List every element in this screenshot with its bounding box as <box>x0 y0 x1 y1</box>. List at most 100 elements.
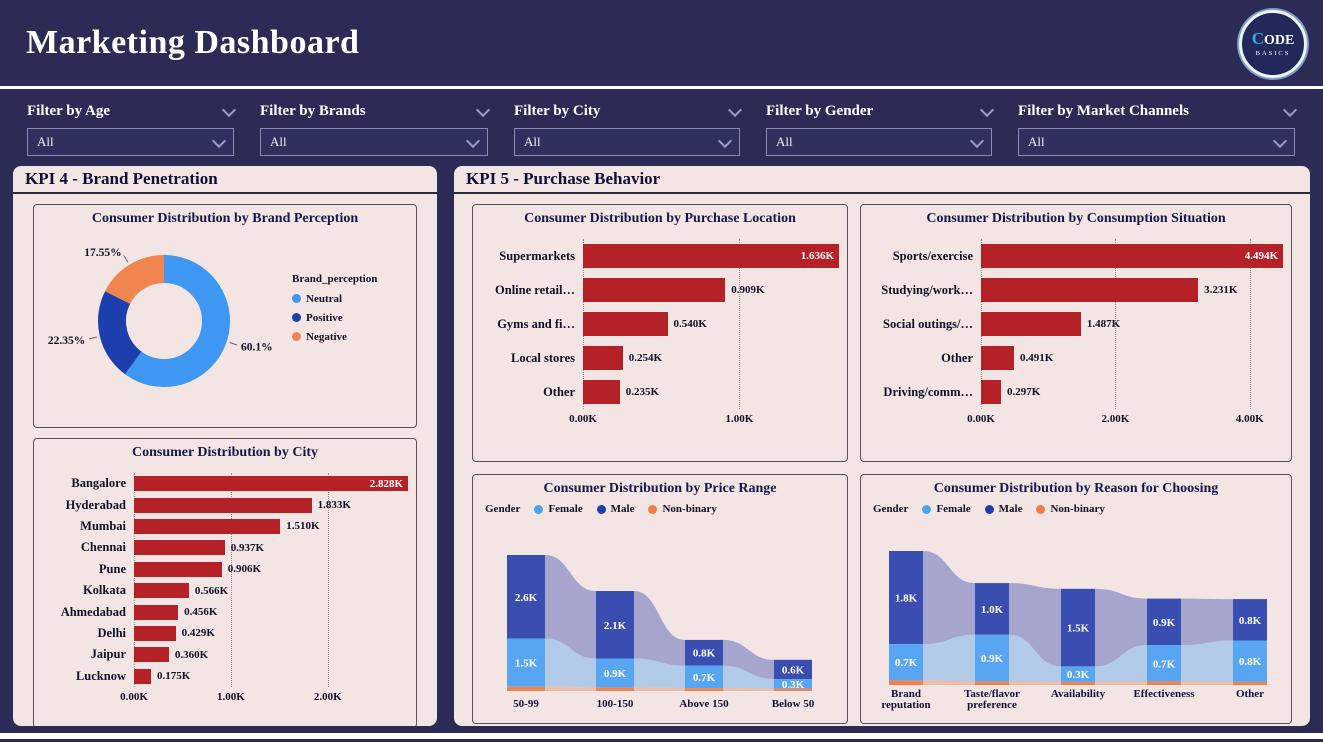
bar[interactable]: 0.491K <box>981 346 1053 370</box>
legend-item-female[interactable]: Female <box>922 503 971 515</box>
ribbon-segment-non-binary[interactable] <box>1233 681 1267 685</box>
donut-value-label: 17.55% <box>84 247 121 259</box>
chevron-down-icon[interactable] <box>727 102 743 117</box>
ribbon-segment-male[interactable] <box>774 659 812 680</box>
bar-value-label: 0.540K <box>673 318 707 330</box>
ribbon-segment-non-binary[interactable] <box>1061 681 1095 685</box>
bar[interactable]: 1.487K <box>981 312 1120 336</box>
legend-item-negative[interactable]: Negative <box>292 331 377 343</box>
bar[interactable]: 0.360K <box>134 647 208 663</box>
ribbon-segment-male[interactable] <box>975 583 1009 635</box>
bar[interactable]: 0.254K <box>583 346 662 370</box>
legend-title: Brand_perception <box>292 272 378 285</box>
ribbon-segment-female[interactable] <box>596 658 634 688</box>
ribbon-segment-non-binary[interactable] <box>596 687 634 692</box>
bar[interactable]: 0.297K <box>981 380 1040 404</box>
bar-value-label: 0.254K <box>628 352 663 364</box>
bar[interactable]: 0.566K <box>134 583 228 599</box>
ribbon-segment-non-binary[interactable] <box>507 686 545 691</box>
ribbon-band <box>923 551 975 645</box>
ribbon-segment-non-binary[interactable] <box>975 681 1009 685</box>
chevron-down-icon[interactable] <box>475 102 491 117</box>
bar-value-label: 1.636K <box>800 250 834 262</box>
bar[interactable]: 0.937K <box>134 540 264 556</box>
filter-market-channels: Filter by Market Channels All <box>1018 101 1298 156</box>
brand-perception-donut-chart: 60.1% 22.35% 17.55% Brand_perception Neutr… <box>34 229 416 407</box>
ribbon-segment-female[interactable] <box>507 638 545 687</box>
bar-track: 0.566K <box>134 583 408 599</box>
ribbon-category-label: Above 150 <box>679 698 729 710</box>
ribbon-segment-male[interactable] <box>1233 599 1267 641</box>
filter-brands-select[interactable]: All <box>260 128 488 156</box>
filter-city-select[interactable]: All <box>514 128 740 156</box>
ribbon-segment-male[interactable] <box>507 555 545 639</box>
ribbon-segment-female[interactable] <box>1061 666 1095 682</box>
legend-item-male[interactable]: Male <box>596 503 634 515</box>
ribbon-segment-male[interactable] <box>889 551 923 645</box>
axis-tick-label: 2.00K <box>1101 413 1130 425</box>
bar[interactable]: 0.429K <box>134 625 215 641</box>
bar-category-label: Ahmedabad <box>60 604 126 619</box>
filter-city-label: Filter by City <box>514 102 601 119</box>
legend-item-positive[interactable]: Positive <box>292 312 377 324</box>
bar-value-label: 1.833K <box>317 499 351 512</box>
bar-category-label: Supermarkets <box>499 248 575 263</box>
filter-market-channels-select[interactable]: All <box>1018 128 1295 156</box>
bar-value-label: 0.175K <box>156 670 191 683</box>
bar[interactable]: 0.540K <box>583 312 707 336</box>
legend-dot-icon <box>292 313 301 322</box>
bar[interactable]: 0.456K <box>134 604 217 620</box>
ribbon-segment-male[interactable] <box>685 639 723 666</box>
ribbon-segment-female[interactable] <box>774 679 812 689</box>
ribbon-segment-male[interactable] <box>1061 588 1095 667</box>
dashboard-content: KPI 4 - Brand Penetration Consumer Distr… <box>0 166 1323 726</box>
bar[interactable]: 1.510K <box>134 518 320 534</box>
ribbon-category-label: preference <box>967 699 1017 711</box>
donut-slice-positive[interactable] <box>91 248 236 393</box>
legend-item-neutral[interactable]: Neutral <box>292 293 377 305</box>
filter-city-value: All <box>524 134 541 149</box>
chevron-down-icon[interactable] <box>221 102 237 117</box>
ribbon-segment-female[interactable] <box>1147 645 1181 682</box>
filter-brands: Filter by Brands All <box>260 101 491 156</box>
ribbon-segment-non-binary[interactable] <box>774 688 812 691</box>
donut-slice-negative[interactable] <box>94 251 234 391</box>
bar[interactable]: 3.231K <box>981 278 1237 302</box>
bar[interactable]: 1.833K <box>134 497 351 513</box>
bar[interactable]: 0.909K <box>583 278 765 302</box>
bar[interactable]: 0.906K <box>134 561 261 577</box>
bar-value-label: 0.937K <box>230 541 265 554</box>
bar-row: Pune 0.906K <box>42 559 408 580</box>
ribbon-segment-non-binary[interactable] <box>1147 681 1181 685</box>
bar[interactable]: 1.636K <box>583 244 839 268</box>
ribbon-segment-non-binary[interactable] <box>889 680 923 685</box>
bar-category-label: Online retail… <box>495 282 575 297</box>
bar[interactable]: 2.828K <box>134 476 408 492</box>
chevron-down-icon[interactable] <box>979 102 995 117</box>
bar-track: 3.231K <box>981 278 1283 302</box>
legend-item-non-binary[interactable]: Non-binary <box>1036 503 1105 515</box>
x-axis: 0.00K 1.00K <box>569 409 839 427</box>
reason-ribbon-chart: Gender Female Male Non-binary 1.8K 1.0K 1.… <box>861 499 1291 723</box>
ribbon-segment-female[interactable] <box>889 644 923 681</box>
filter-market-channels-label: Filter by Market Channels <box>1018 102 1189 119</box>
filter-age-select[interactable]: All <box>27 128 234 156</box>
bar-track: 0.937K <box>134 540 408 556</box>
bar-value-label: 0.297K <box>1006 386 1041 398</box>
filter-gender-select[interactable]: All <box>766 128 992 156</box>
ribbon-segment-male[interactable] <box>1147 598 1181 646</box>
legend-item-male[interactable]: Male <box>984 503 1022 515</box>
bar[interactable]: 4.494K <box>981 244 1283 268</box>
bar[interactable]: 0.235K <box>583 380 659 404</box>
chevron-down-icon[interactable] <box>1282 102 1298 117</box>
ribbon-segment-female[interactable] <box>685 665 723 689</box>
ribbon-segment-non-binary[interactable] <box>685 688 723 691</box>
ribbon-segment-female[interactable] <box>975 634 1009 682</box>
chart-title: Consumer Distribution by Brand Perceptio… <box>91 211 359 226</box>
legend-item-female[interactable]: Female <box>534 503 583 515</box>
bar-category-label: Lucknow <box>75 668 126 683</box>
ribbon-segment-female[interactable] <box>1233 640 1267 682</box>
legend-item-non-binary[interactable]: Non-binary <box>648 503 717 515</box>
ribbon-segment-male[interactable] <box>596 591 634 659</box>
bar[interactable]: 0.175K <box>134 668 190 684</box>
